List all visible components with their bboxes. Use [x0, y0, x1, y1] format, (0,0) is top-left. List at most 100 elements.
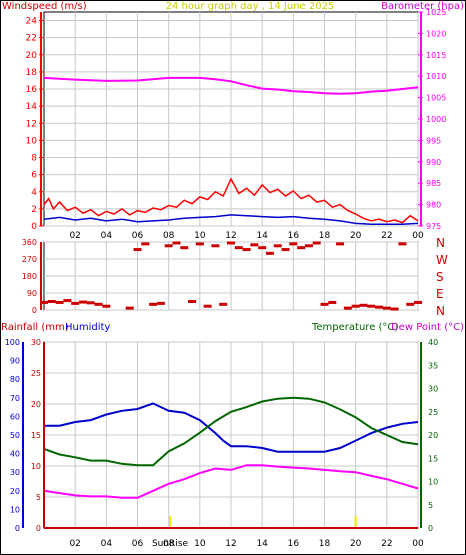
direction-point	[55, 300, 64, 304]
humidity-tick-label: 40	[10, 450, 20, 459]
direction-point	[219, 302, 228, 306]
windspeed-axis-label: Windspeed (m/s)	[2, 1, 87, 12]
barometer-axis-label: Barometer (hpa)	[381, 1, 464, 12]
direction-point	[188, 300, 197, 303]
rainfall-label: Rainfall (mm)	[1, 322, 69, 333]
rain-tick-label: 20	[31, 400, 41, 409]
direction-point	[351, 304, 360, 308]
windspeed-tick-label: 0	[31, 222, 37, 232]
barometer-tick-label: 995	[426, 136, 441, 145]
compass-label: W	[436, 253, 448, 267]
temp-tick-label: 5	[428, 501, 433, 510]
windspeed-tick-label: 8	[31, 154, 37, 164]
barometer-tick-label: 1010	[426, 72, 446, 81]
direction-point	[289, 242, 298, 246]
wind-x-tick-label: 06	[132, 231, 144, 241]
dewpoint-label: Dew Point (°C)	[391, 322, 464, 333]
compass-label: N	[436, 304, 445, 318]
climate-x-tick-label: 08	[163, 539, 175, 549]
direction-point	[390, 307, 399, 311]
temperature-label: Temperature (°C)	[311, 322, 398, 333]
direction-point	[172, 241, 181, 245]
series-line-avg-blue	[43, 214, 419, 226]
wind-x-tick-label: 16	[288, 231, 300, 241]
windspeed-tick-label: 22	[26, 34, 37, 44]
humidity-tick-label: 0	[15, 524, 20, 533]
direction-point	[78, 300, 87, 304]
temp-tick-label: 40	[428, 338, 438, 347]
climate-x-tick-label: 02	[69, 539, 80, 549]
direction-point	[234, 246, 243, 250]
direction-point	[63, 299, 72, 303]
wind-x-tick-label: 02	[69, 231, 80, 241]
climate-x-tick-label: 20	[350, 539, 362, 549]
wind-x-tick-label: 00	[412, 231, 424, 241]
barometer-tick-label: 1005	[426, 94, 446, 103]
axis-layer: 02 04 06 08 10 12 14 16 18 20 22 000246810121416182…	[5, 8, 448, 549]
compass-label: S	[436, 270, 444, 284]
humidity-tick-label: 20	[10, 487, 20, 496]
wind-x-tick-label: 18	[319, 231, 331, 241]
direction-point	[304, 244, 313, 248]
series-line-gust-red	[43, 177, 419, 224]
humidity-label: Humidity	[65, 322, 110, 333]
direction-point	[297, 246, 306, 250]
direction-point	[156, 301, 165, 305]
temp-tick-label: 20	[428, 431, 438, 440]
wind-x-tick-label: 08	[163, 231, 175, 241]
dewpoint-line	[43, 464, 419, 499]
direction-tick-label: 270	[22, 255, 37, 264]
series-line-pressure	[43, 76, 419, 95]
sunrise-label: SunRise	[152, 539, 189, 549]
rain-tick-label: 25	[31, 369, 41, 378]
barometer-tick-label: 980	[426, 201, 441, 210]
climate-x-tick-label: 00	[412, 539, 424, 549]
barometer-tick-label: 1020	[426, 29, 446, 38]
climate-x-tick-label: 16	[288, 539, 300, 549]
rain-tick-label: 15	[31, 431, 41, 440]
chart-title: 24 hour graph day , 14 June 2025	[166, 1, 335, 12]
direction-tick-label: 90	[27, 289, 37, 298]
direction-point	[203, 304, 212, 308]
windspeed-tick-label: 24	[26, 17, 38, 27]
direction-point	[312, 241, 321, 245]
direction-point	[242, 248, 251, 252]
direction-point	[281, 248, 290, 252]
rain-tick-label: 5	[36, 493, 41, 502]
climate-x-tick-label: 12	[225, 539, 236, 549]
direction-point	[250, 243, 259, 247]
windspeed-tick-label: 4	[31, 188, 37, 198]
climate-x-tick-label: 04	[101, 539, 113, 549]
humidity-tick-label: 70	[10, 394, 20, 403]
barometer-tick-label: 1000	[426, 115, 446, 124]
wind-x-tick-label: 12	[225, 231, 236, 241]
compass-label: E	[436, 287, 444, 301]
windspeed-tick-label: 2	[31, 205, 37, 215]
direction-point	[406, 302, 415, 306]
direction-point	[414, 300, 422, 304]
direction-point	[375, 305, 384, 309]
direction-point	[336, 242, 345, 246]
humidity-line	[44, 402, 419, 453]
direction-point	[149, 302, 158, 306]
windspeed-tick-label: 18	[26, 68, 38, 78]
windspeed-tick-label: 10	[26, 136, 38, 146]
direction-point	[320, 302, 329, 306]
temp-tick-label: 30	[428, 385, 438, 394]
direction-point	[102, 304, 111, 308]
direction-point	[86, 301, 95, 305]
direction-point	[343, 306, 352, 310]
rain-tick-label: 10	[31, 462, 41, 471]
windspeed-tick-label: 16	[26, 85, 38, 95]
climate-x-tick-label: 22	[381, 539, 392, 549]
wind-x-tick-label: 04	[101, 231, 113, 241]
barometer-tick-label: 990	[426, 158, 441, 167]
temperature-line	[43, 396, 419, 467]
direction-point	[227, 241, 235, 245]
grid-layer	[44, 12, 419, 529]
windspeed-tick-label: 6	[31, 171, 37, 181]
climate-x-tick-label: 10	[194, 539, 206, 549]
barometer-tick-label: 1015	[426, 51, 446, 60]
